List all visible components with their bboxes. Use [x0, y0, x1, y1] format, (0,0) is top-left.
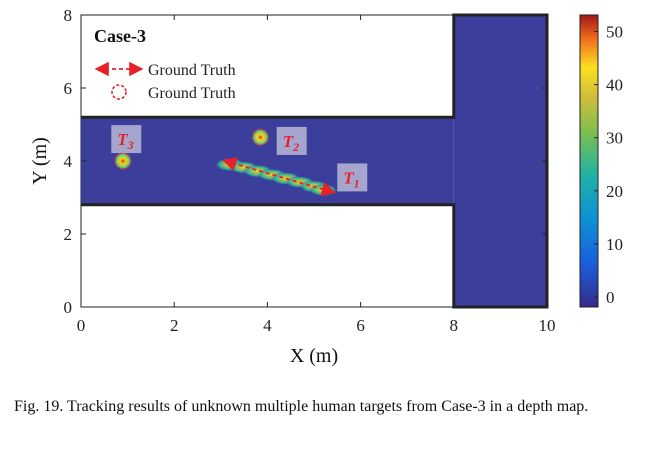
target-label-subscript: 2	[292, 140, 299, 154]
legend-label-circle: Ground Truth	[148, 85, 236, 102]
legend-label-arrow: Ground Truth	[148, 62, 236, 79]
legend-circle-icon	[111, 84, 127, 100]
colorbar-tick-label: 0	[606, 288, 615, 307]
x-tick-label: 10	[539, 316, 556, 335]
legend: Ground Truth Ground Truth	[94, 61, 236, 102]
target-label-subscript: 1	[354, 176, 360, 190]
y-tick-label: 8	[64, 6, 73, 25]
colorbar-tick-label: 30	[606, 129, 623, 148]
x-tick-label: 4	[263, 316, 272, 335]
ground-truth-arrow	[222, 157, 337, 196]
target-label-bg	[111, 125, 142, 154]
y-axis-label: Y (m)	[29, 137, 51, 185]
axis-ticks: 0 2 4 6 8 10 0 2 4 6 8	[64, 6, 556, 335]
colorbar-tick-label: 40	[606, 76, 623, 95]
colorbar-ticks: 0 10 20 30 40 50	[594, 23, 623, 307]
ground-truth-circle	[251, 128, 270, 147]
y-tick-label: 2	[64, 225, 73, 244]
y-tick-label: 4	[64, 152, 73, 171]
vertical-hall-region	[453, 15, 547, 307]
y-tick-label: 0	[64, 298, 73, 317]
x-tick-label: 0	[77, 316, 86, 335]
static-target-heat	[113, 152, 132, 170]
colorbar-tick-label: 50	[606, 23, 623, 42]
x-tick-label: 6	[356, 316, 365, 335]
colorbar-tick-label: 10	[606, 235, 623, 254]
x-axis-label: X (m)	[290, 345, 338, 367]
static-target-heat	[251, 128, 270, 147]
x-tick-label: 8	[450, 316, 459, 335]
x-tick-label: 2	[170, 316, 179, 335]
chart-title: Case-3	[94, 26, 146, 46]
target-label-subscript: 3	[127, 138, 134, 152]
colorbar	[579, 14, 599, 308]
figure-caption: Fig. 19. Tracking results of unknown mul…	[14, 398, 589, 415]
y-tick-label: 6	[64, 79, 73, 98]
target-label-bg	[337, 163, 368, 192]
target-label-bg	[276, 126, 307, 155]
colorbar-tick-label: 20	[606, 182, 623, 201]
